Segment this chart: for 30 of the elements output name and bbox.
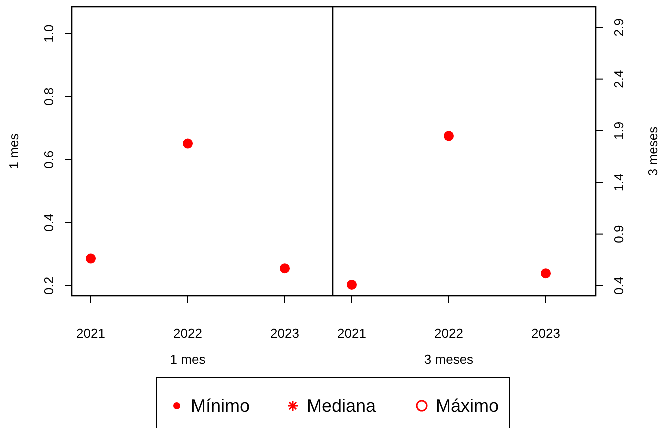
y-tick-label: 0.4 <box>42 214 56 232</box>
y2-tick-label: 2.9 <box>612 18 626 37</box>
point <box>541 268 551 279</box>
x-axis-title: 3 meses <box>424 352 474 367</box>
x-axis-title: 1 mes <box>170 352 206 367</box>
x-tick-label: 2023 <box>532 326 560 341</box>
x-tick-label: 2022 <box>174 326 202 341</box>
point <box>444 131 454 142</box>
y-tick-label: 0.8 <box>42 88 56 106</box>
point <box>347 280 357 290</box>
y-axis-title: 1 mes <box>6 133 22 170</box>
y-tick-label: 0.6 <box>42 150 56 169</box>
legend-label: Mediana <box>307 396 378 416</box>
y2-tick-label: 2.4 <box>612 70 626 88</box>
x-tick-label: 2022 <box>434 326 464 341</box>
y2-axis-title: 3 meses <box>646 126 660 176</box>
y-tick-label: 1.0 <box>42 24 56 43</box>
legend-label: Máximo <box>436 396 500 416</box>
legend-label: Mínimo <box>191 396 250 416</box>
y2-tick-label: 1.9 <box>612 122 626 140</box>
point <box>86 254 96 264</box>
point <box>183 138 193 149</box>
point <box>280 264 290 274</box>
x-tick-label: 2021 <box>338 326 366 341</box>
y-tick-label: 0.2 <box>42 276 56 295</box>
x-tick-label: 2023 <box>270 326 300 341</box>
y2-tick-label: 0.4 <box>612 276 626 296</box>
y2-tick-label: 1.4 <box>612 174 626 192</box>
x-tick-label: 2021 <box>76 326 106 341</box>
y2-tick-label: 0.9 <box>612 225 626 244</box>
